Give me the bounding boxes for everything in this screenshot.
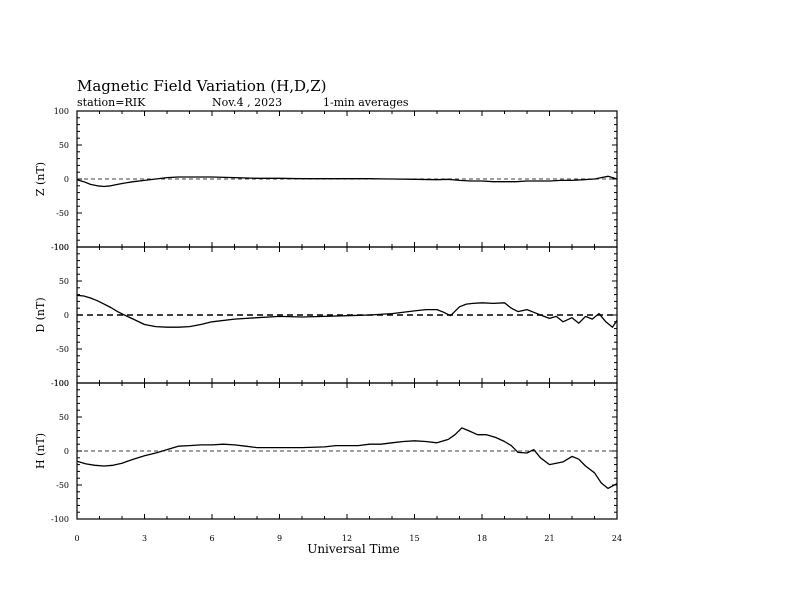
y-tick-label: -50 <box>56 209 69 218</box>
x-tick-label: 15 <box>409 534 419 543</box>
x-tick-label: 6 <box>209 534 214 543</box>
date-label: Nov.4 , 2023 <box>212 96 282 109</box>
y-axis-label-d: D (nT) <box>34 297 47 332</box>
series-line-h <box>76 427 618 490</box>
y-tick-label: 100 <box>54 379 69 388</box>
averaging-label: 1-min averages <box>323 96 409 109</box>
y-tick-label: 100 <box>54 243 69 252</box>
x-tick-label: 21 <box>544 534 554 543</box>
series-line-d <box>76 294 618 328</box>
x-tick-label: 0 <box>74 534 79 543</box>
y-tick-label: 50 <box>59 141 69 150</box>
x-tick-label: 18 <box>477 534 487 543</box>
x-tick-label: 9 <box>277 534 282 543</box>
y-tick-label: -100 <box>51 379 69 388</box>
y-tick-label: -100 <box>51 515 69 524</box>
y-axis-label-z: Z (nT) <box>34 162 47 196</box>
y-tick-label: 50 <box>59 413 69 422</box>
y-tick-label: 50 <box>59 277 69 286</box>
x-tick-label: 12 <box>342 534 352 543</box>
series-line-z <box>76 175 618 188</box>
y-tick-label: -50 <box>56 481 69 490</box>
y-tick-label: 0 <box>64 175 69 184</box>
station-label: station=RIK <box>77 96 146 109</box>
x-tick-label: 3 <box>142 534 147 543</box>
y-tick-label: 0 <box>64 311 69 320</box>
x-axis-label: Universal Time <box>307 542 400 556</box>
y-tick-label: -100 <box>51 243 69 252</box>
y-tick-label: 0 <box>64 447 69 456</box>
y-axis-label-h: H (nT) <box>34 433 47 469</box>
y-tick-label: 100 <box>54 107 69 116</box>
y-tick-label: -50 <box>56 345 69 354</box>
x-tick-label: 24 <box>612 534 622 543</box>
chart-title: Magnetic Field Variation (H,D,Z) <box>77 77 327 95</box>
